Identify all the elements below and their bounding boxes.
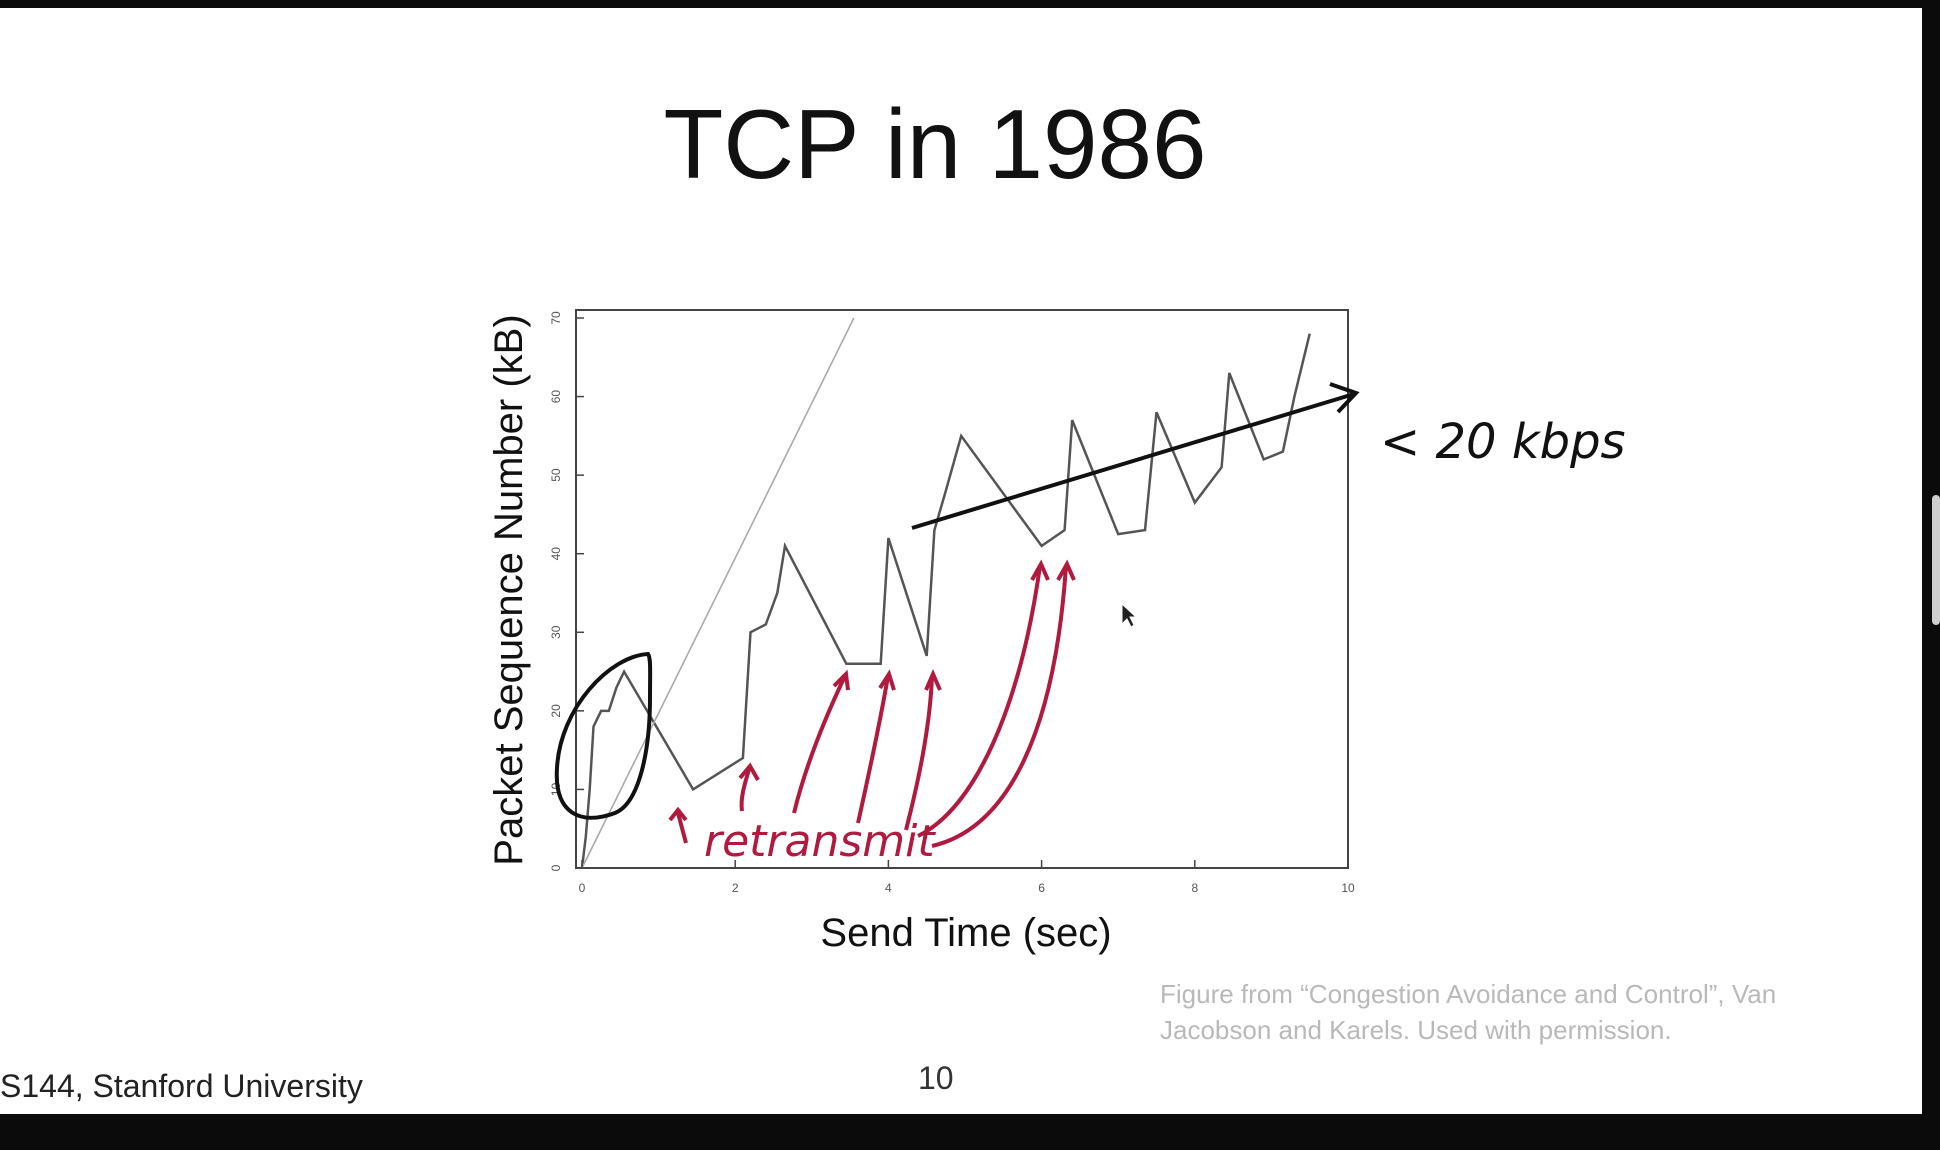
- y-tick-label: 20: [549, 704, 563, 718]
- retransmit-arrow-head: [924, 669, 942, 691]
- x-tick-label: 10: [1341, 881, 1355, 895]
- y-tick-label: 0: [549, 864, 563, 871]
- retransmit-arrow: [904, 675, 934, 831]
- throughput-arrow-line: [911, 392, 1355, 530]
- x-tick-label: 8: [1191, 881, 1198, 895]
- throughput-arrow-head: [1329, 382, 1360, 414]
- retransmit-arrow: [856, 675, 890, 824]
- retransmit-annotation: retransmit: [704, 816, 936, 867]
- slide: TCP in 1986 0 2 4 6 8 10 0 10 20 30 40 50 60 70 Send …: [0, 8, 1922, 1114]
- y-tick-label: 50: [549, 468, 563, 482]
- page-number: 10: [918, 1060, 954, 1096]
- y-tick-label: 60: [549, 390, 563, 404]
- retransmit-arrows: [668, 559, 1076, 848]
- retransmit-label-arrow-head: [668, 806, 688, 822]
- x-tick-label: 4: [885, 881, 892, 895]
- retransmit-arrow-head: [738, 762, 760, 781]
- scroll-handle[interactable]: [1932, 495, 1940, 625]
- plot-frame: [575, 309, 1349, 869]
- x-tick-label: 6: [1038, 881, 1045, 895]
- retransmit-label-arrow: [676, 812, 688, 844]
- x-axis-label: Send Time (sec): [820, 911, 1111, 955]
- mouse-cursor-icon: [1121, 602, 1138, 628]
- y-tick-label: 30: [549, 625, 563, 639]
- retransmit-arrow-head: [1056, 559, 1076, 581]
- reference-line: [581, 317, 855, 869]
- course-footer: S144, Stanford University: [0, 1068, 363, 1104]
- retransmit-arrow-head: [878, 669, 896, 691]
- retransmit-arrow: [792, 675, 847, 814]
- y-tick-label: 40: [549, 547, 563, 561]
- retransmit-arrow-head: [832, 669, 850, 691]
- y-tick-label: 70: [549, 311, 563, 325]
- figure-caption: Figure from “Congestion Avoidance and Co…: [1160, 979, 1777, 1045]
- slide-title: TCP in 1986: [663, 89, 1207, 199]
- y-axis-label: Packet Sequence Number (kB): [487, 314, 531, 865]
- retransmit-arrow-head: [1030, 559, 1050, 581]
- series-group: [580, 317, 1311, 869]
- x-tick-label: 2: [732, 881, 739, 895]
- retransmit-arrow: [917, 565, 1042, 838]
- slow-start-circle-annotation: [554, 651, 653, 820]
- throughput-annotation: < 20 kbps: [1380, 414, 1626, 470]
- x-tick-label: 0: [579, 881, 586, 895]
- sequence-trace-line: [580, 333, 1311, 869]
- retransmit-arrow: [931, 565, 1068, 848]
